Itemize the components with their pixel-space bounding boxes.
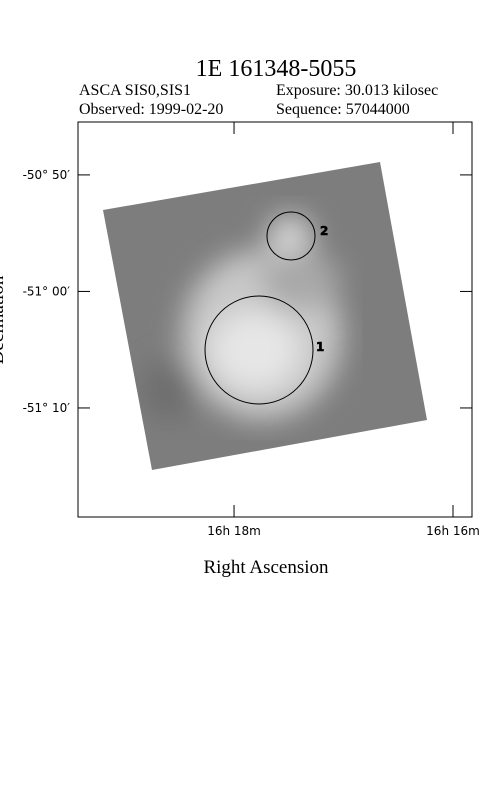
image — [103, 162, 427, 470]
y-tick-label: -50° 50′ — [23, 168, 71, 182]
info: Exposure: 30.013 kilosec — [276, 82, 438, 99]
x-tick-label: 16h 18m — [207, 524, 261, 538]
region-label: 1 — [316, 340, 324, 354]
x-axis-label: Right Ascension — [203, 557, 329, 578]
region-label: 2 — [320, 224, 328, 238]
plot-frame — [77, 121, 473, 518]
info: Sequence: 57044000 — [276, 101, 410, 118]
y-axis-label: Declination — [0, 275, 8, 364]
info: ASCA SIS0,SIS1 — [79, 82, 191, 99]
chart-title: 1E 161348-5055 — [196, 56, 357, 82]
region-circle — [204, 295, 314, 405]
x-tick-label: 16h 16m — [426, 524, 480, 538]
info: Observed: 1999-02-20 — [79, 101, 223, 118]
region-circle — [266, 211, 316, 261]
y-tick-label: -51° 00′ — [23, 284, 71, 298]
y-tick-label: -51° 10′ — [23, 401, 71, 415]
